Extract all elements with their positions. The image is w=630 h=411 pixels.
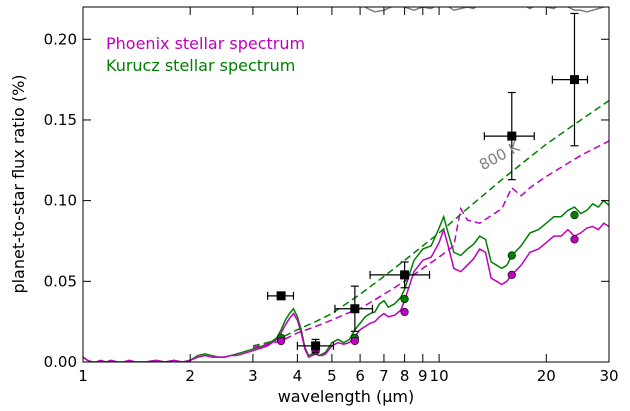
series-line-5 bbox=[363, 7, 477, 13]
x-tick-label-11: 30 bbox=[599, 367, 618, 385]
x-tick-label-1: 2 bbox=[185, 367, 195, 385]
y-tick-label-1: 0.05 bbox=[44, 272, 77, 290]
y-tick-label-2: 0.10 bbox=[44, 192, 77, 210]
observation-point-1 bbox=[311, 341, 321, 351]
band-point-1-0 bbox=[276, 336, 286, 346]
y-tick-label-3: 0.15 bbox=[44, 111, 77, 129]
band-point-0-3 bbox=[400, 294, 409, 304]
observation-point-0 bbox=[276, 291, 286, 301]
x-tick-label-7: 8 bbox=[400, 367, 410, 385]
observation-point-5 bbox=[569, 75, 579, 85]
observation-point-4 bbox=[507, 131, 517, 141]
legend-entry-phoenix: Phoenix stellar spectrum bbox=[106, 34, 305, 53]
band-point-0-4 bbox=[507, 251, 516, 260]
y-tick-label-4: 0.20 bbox=[44, 30, 77, 48]
y-tick-label-0: 0.00 bbox=[44, 353, 77, 371]
band-point-1-3 bbox=[400, 307, 409, 317]
band-point-1-4 bbox=[507, 270, 516, 279]
series-line-3 bbox=[252, 140, 609, 349]
x-tick-label-8: 9 bbox=[418, 367, 428, 385]
x-tick-label-3: 4 bbox=[293, 367, 303, 385]
x-tick-label-4: 5 bbox=[327, 367, 337, 385]
y-axis-label: planet-to-star flux ratio (%) bbox=[9, 74, 28, 293]
legend-entry-kurucz: Kurucz stellar spectrum bbox=[106, 56, 295, 75]
band-point-0-5 bbox=[570, 211, 579, 220]
x-tick-label-6: 7 bbox=[379, 367, 389, 385]
series-line-2 bbox=[252, 99, 609, 347]
plot-frame bbox=[82, 6, 610, 363]
band-point-1-2 bbox=[350, 336, 359, 346]
band-point-1-5 bbox=[570, 235, 579, 244]
series-line-0 bbox=[83, 199, 609, 362]
x-tick-label-10: 20 bbox=[537, 367, 556, 385]
x-axis-label: wavelength (μm) bbox=[278, 387, 415, 406]
observation-point-3 bbox=[400, 270, 410, 280]
x-tick-label-5: 6 bbox=[355, 367, 365, 385]
x-tick-label-0: 1 bbox=[78, 367, 88, 385]
x-tick-label-9: 10 bbox=[430, 367, 449, 385]
series-line-4 bbox=[525, 7, 607, 13]
observation-point-2 bbox=[350, 304, 360, 314]
x-tick-label-2: 3 bbox=[248, 367, 258, 385]
